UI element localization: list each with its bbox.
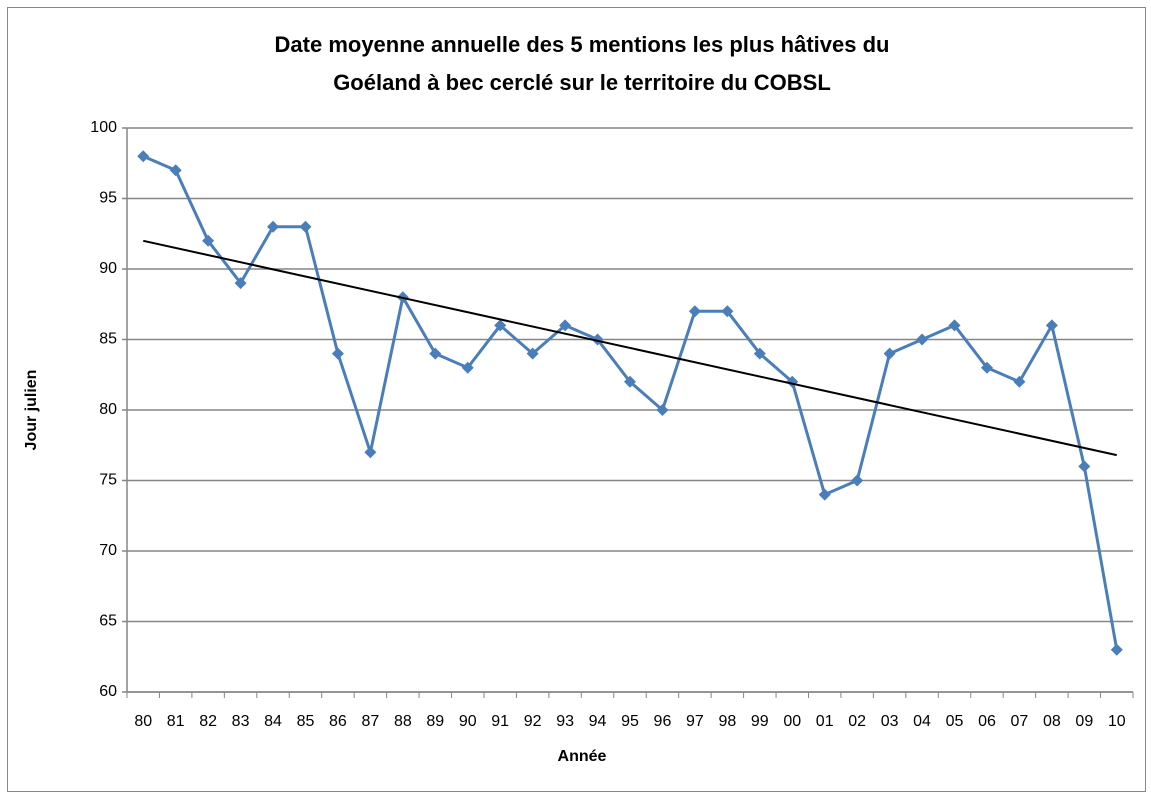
x-tick-label: 97 — [686, 713, 704, 730]
x-tick-label: 88 — [394, 713, 412, 730]
x-tick-label: 93 — [556, 713, 574, 730]
data-point — [851, 474, 864, 487]
data-point — [429, 347, 442, 360]
data-point — [1045, 319, 1058, 332]
data-point — [559, 319, 572, 332]
y-tick-label: 65 — [99, 613, 117, 630]
y-tick-label: 95 — [99, 190, 117, 207]
x-tick-label: 00 — [783, 713, 801, 730]
y-tick-label: 75 — [99, 472, 117, 489]
chart-border — [7, 7, 1146, 792]
data-point — [234, 277, 247, 290]
x-tick-label: 81 — [167, 713, 185, 730]
x-tick-label: 89 — [426, 713, 444, 730]
y-tick-label: 70 — [99, 542, 117, 559]
x-tick-label: 06 — [978, 713, 996, 730]
x-tick-label: 09 — [1075, 713, 1093, 730]
x-tick-label: 10 — [1108, 713, 1126, 730]
x-tick-label: 02 — [848, 713, 866, 730]
data-point — [1013, 375, 1026, 388]
x-tick-label: 03 — [881, 713, 899, 730]
y-tick-label: 90 — [99, 260, 117, 277]
x-tick-label: 91 — [491, 713, 509, 730]
data-point — [137, 150, 150, 163]
x-tick-label: 99 — [751, 713, 769, 730]
data-point — [656, 404, 669, 416]
data-point — [526, 347, 539, 360]
x-axis-title: Année — [558, 748, 607, 765]
data-point — [883, 347, 896, 360]
data-point — [721, 305, 734, 318]
data-point — [980, 361, 993, 374]
x-tick-label: 80 — [134, 713, 152, 730]
x-tick-label: 07 — [1011, 713, 1029, 730]
data-point — [948, 319, 961, 332]
y-axis-title: Jour julien — [23, 370, 40, 451]
x-tick-label: 95 — [621, 713, 639, 730]
data-point — [461, 361, 474, 374]
data-point — [267, 220, 280, 233]
x-tick-label: 86 — [329, 713, 347, 730]
data-point — [202, 234, 215, 247]
data-point — [916, 333, 929, 346]
y-tick-label: 60 — [99, 683, 117, 700]
x-tick-label: 98 — [718, 713, 736, 730]
x-tick-label: 92 — [524, 713, 542, 730]
x-tick-label: 94 — [589, 713, 607, 730]
chart-title: Goéland à bec cerclé sur le territoire d… — [333, 70, 831, 95]
x-tick-label: 08 — [1043, 713, 1061, 730]
data-point — [1078, 460, 1091, 473]
data-point — [753, 347, 766, 360]
chart-title: Date moyenne annuelle des 5 mentions les… — [275, 32, 890, 57]
data-point — [688, 305, 701, 318]
x-tick-label: 87 — [361, 713, 379, 730]
data-point — [494, 319, 507, 332]
x-tick-label: 82 — [199, 713, 217, 730]
data-point — [818, 488, 831, 501]
x-tick-label: 85 — [297, 713, 315, 730]
data-point — [364, 446, 377, 459]
data-point — [624, 375, 636, 388]
x-tick-label: 84 — [264, 713, 282, 730]
data-point — [1110, 643, 1123, 656]
trendline — [143, 239, 1117, 457]
x-tick-label: 90 — [459, 713, 477, 730]
y-tick-label: 85 — [99, 331, 117, 348]
x-tick-label: 04 — [913, 713, 931, 730]
x-tick-label: 01 — [816, 713, 834, 730]
data-point — [169, 164, 182, 177]
data-point — [331, 347, 344, 360]
x-tick-label: 83 — [232, 713, 250, 730]
y-tick-label: 80 — [99, 401, 117, 418]
y-tick-label: 100 — [90, 119, 117, 136]
data-point — [299, 220, 312, 233]
x-tick-label: 96 — [654, 713, 672, 730]
x-tick-label: 05 — [946, 713, 964, 730]
